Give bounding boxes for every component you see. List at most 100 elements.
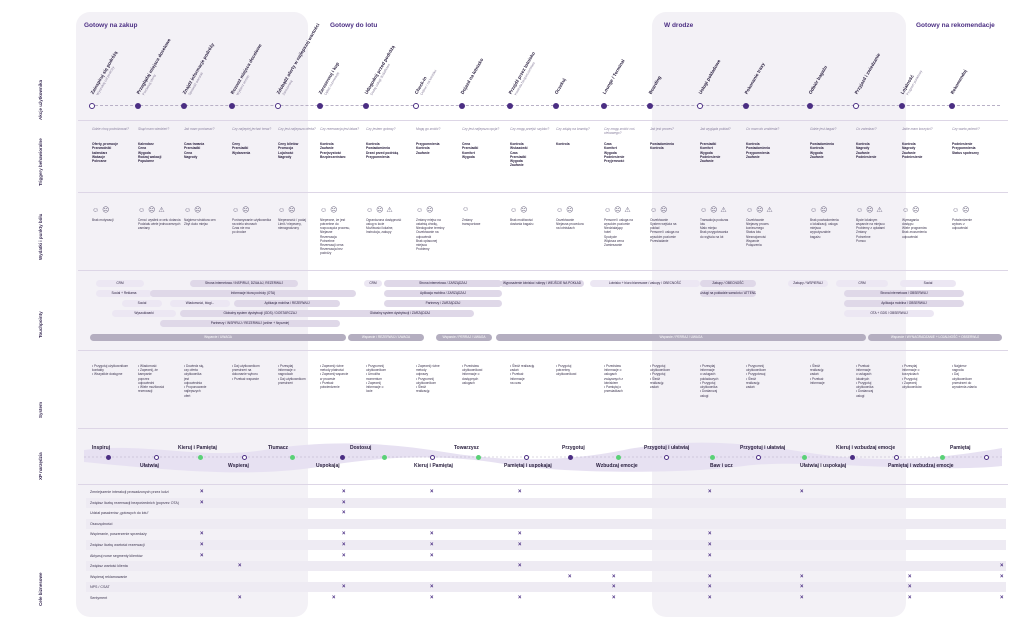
trigger-question: Czy jestem gotowy? (366, 127, 396, 131)
xp-top-label: Kieruj i Pamiętaj (178, 445, 217, 451)
goal-row: Zwiększ liczbę wartości rezerwacji×××××× (86, 540, 1006, 550)
row-label-actions: Akcje użytkownika (38, 79, 43, 120)
goal-label: Oszczędności (90, 521, 113, 526)
step-marker[interactable] (229, 103, 235, 109)
step-marker[interactable] (807, 103, 813, 109)
step-marker[interactable] (363, 103, 369, 109)
step-marker[interactable] (697, 103, 703, 109)
goal-label: Aktywuj nowe segmenty klientów (90, 553, 143, 558)
trigger-answers: Kontrola Nagrody Zaufanie Podniesienie (856, 142, 877, 159)
step-marker[interactable] (275, 103, 281, 109)
xp-marker (290, 454, 295, 460)
goal-check-mark: × (200, 552, 204, 559)
trigger-question: Gdzie jest bagaż? (810, 127, 837, 131)
touchpoint-bar: Wyszukiwarki (112, 310, 176, 317)
step-marker[interactable] (317, 103, 323, 109)
goal-check-mark: × (612, 573, 616, 580)
trigger-answers: Ceny biletów Promocja Lojalność Nagrody (278, 142, 299, 159)
emotion-icons: ☺ ☹ ⚠ (746, 207, 774, 214)
touchpoint-bar: Globalny system dystrybucji / ZARZĄDZAJ (326, 310, 474, 317)
xp-marker (430, 454, 435, 460)
xp-bottom-label: Baw i ucz (710, 463, 733, 469)
touchpoint-bar: Lotnisko + biuro biznesowe / zakupy / OB… (590, 280, 700, 287)
experience-text: Transakcja podczas lotu Mało miejsc Brak… (700, 218, 729, 239)
xp-marker (894, 454, 899, 460)
system-notes: • Przesyłaj informacje o nagrodach • Daj… (278, 364, 306, 385)
emotion-icons: ☺ ☹ (510, 207, 528, 214)
step-marker[interactable] (601, 103, 607, 109)
touchpoint-bar: Aplikacja mobilna / REZERWUJ (234, 300, 340, 307)
touchpoint-bar: Wsparcie / REZERWUJ / UWAGA (348, 334, 424, 341)
system-notes: • Najpierw nagroda • Daj użytkownikom pr… (952, 364, 977, 390)
step-marker[interactable] (507, 103, 513, 109)
xp-marker (382, 454, 387, 460)
xp-top-label: Kieruj i wzbudzaj emocje (836, 445, 896, 451)
step-marker[interactable] (647, 103, 653, 109)
trigger-answers: Powiadomienia Kontrola Wygoda Zaufanie (810, 142, 834, 159)
xp-marker (106, 454, 111, 460)
trigger-answers: Cena Przesiadki Komfort Wygoda (462, 142, 479, 159)
trigger-question: Czy mogę przejść szybko? (510, 127, 550, 131)
xp-marker (802, 454, 807, 460)
step-label: Dojazd na lotnisko (459, 57, 485, 95)
step-marker[interactable] (181, 103, 187, 109)
touchpoint-bar: Strona internetowa / OBSERWUJ (844, 290, 964, 297)
goal-label: Udział pasażerów „gotowych do lotu” (90, 511, 149, 516)
emotion-icons: ☺ ☹ (320, 207, 338, 214)
xp-marker (616, 454, 621, 460)
touchpoint-bar: Globalny system dystrybucji (GDS) / DOST… (180, 310, 340, 317)
experience-text: Personel i usługa na wysokim poziomie Ni… (604, 218, 633, 247)
experience-text: Ograniczona dostępność usług w locie Moż… (366, 218, 402, 235)
step-marker[interactable] (743, 103, 749, 109)
step-marker[interactable] (553, 103, 559, 109)
experience-text: Oczekiwanie Niejasna procedura na lotnis… (556, 218, 584, 231)
system-notes: • Przygotuj użytkownikom • Przygotuj • Ś… (650, 364, 671, 390)
experience-text: Oczekiwanie Niejasny proces koniecznego … (746, 218, 769, 247)
goal-check-mark: × (430, 552, 434, 559)
emotion-icons: ☺ ☹ ⚠ (138, 207, 166, 214)
trigger-answers: Podniesienie Przypomnienia Status społec… (952, 142, 979, 155)
emotion-icons: ☺ ☹ (184, 207, 202, 214)
goal-check-mark: × (708, 552, 712, 559)
xp-band: Inspiruj Kieruj i Pamiętaj Tłumacz Dostosuj… (84, 440, 1002, 474)
xp-marker (664, 454, 669, 460)
goal-check-mark: × (518, 531, 522, 538)
xp-bottom-label: Wzbudzaj emocje (596, 463, 638, 469)
step-marker[interactable] (459, 103, 465, 109)
goal-row: Aktywuj nowe segmenty klientów××××× (86, 551, 1006, 561)
trigger-question: Jak wygląda pokład? (700, 127, 731, 131)
step-marker[interactable] (949, 103, 955, 109)
trigger-question: Czy mogę zrobić coś ciekawego? (604, 127, 635, 136)
goal-label: Zwiększ wartość klienta (90, 564, 128, 569)
goal-check-mark: × (430, 489, 434, 495)
touchpoint-bar: Informacje biura podróży (OTA) (150, 290, 356, 297)
system-notes: • Przesyłaj informacje o usługach pokład… (700, 364, 719, 398)
step-label: Lounge / Terminal (601, 58, 626, 95)
step-timeline (90, 105, 1000, 106)
step-marker[interactable] (413, 103, 419, 109)
goal-check-mark: × (238, 595, 242, 601)
goal-check-mark: × (342, 552, 346, 559)
xp-top-label: Przygotuj i ułatwiaj (740, 445, 786, 451)
step-marker[interactable] (899, 103, 905, 109)
experience-text: Wymagania dostępu Wiele programów Brak z… (902, 218, 927, 239)
system-notes: • Przedstaw użytkownikowi informacje o d… (462, 364, 483, 385)
experience-text: Niepewność / podaj Limit / niepewny, nie… (278, 218, 306, 231)
xp-marker (756, 454, 761, 460)
xp-marker (476, 454, 481, 460)
step-marker[interactable] (135, 103, 141, 109)
step-marker[interactable] (853, 103, 859, 109)
experience-text: Potwierdzenie wyboru z odpowiedzi (952, 218, 973, 231)
goal-row: Wspieranie, poszerzenie sprzedaży×××××× (86, 529, 1006, 539)
goal-row: Zwiększ wartość klienta × × × (86, 561, 1006, 572)
touchpoint-bar: Social (122, 300, 162, 307)
touchpoint-bar: Partnerzy / INSPIRUJ / REZERWUJ (online … (160, 320, 340, 327)
step-label: Oczekuj (553, 77, 567, 95)
step-marker[interactable] (89, 103, 95, 109)
phase-title-purchase: Gotowy na zakup (84, 22, 138, 29)
touchpoint-bar: Zakupy / OBECNOŚĆ (700, 280, 756, 287)
goal-check-mark: × (342, 510, 346, 517)
xp-bottom-label: Pamiętaj i wzbudzaj emocje (888, 463, 954, 469)
goal-check-mark: × (342, 489, 346, 495)
step-label: Rekomenduj (949, 68, 968, 95)
